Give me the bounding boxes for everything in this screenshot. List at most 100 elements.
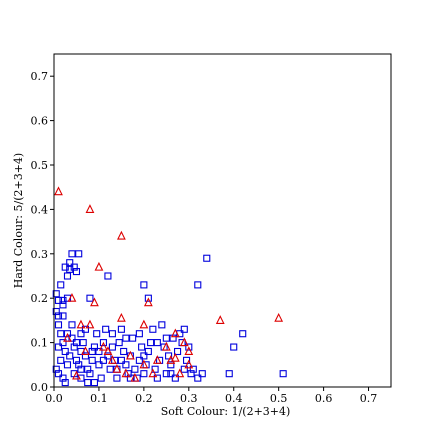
x-axis-label: Soft Colour: 1/(2+3+4) [161,405,291,418]
triangle-marker [108,355,117,364]
square-marker [75,361,83,369]
axis-ticks: 0.0 0.1 0.2 0.3 0.4 0.5 0.6 0.7 0.0 0.1 0.2 0.3 0.4 0… [31,70,378,405]
y-tick-label: 0.0 [31,381,49,394]
y-tick-label: 0.4 [31,203,49,216]
triangle-marker [54,186,63,196]
triangle-marker [175,368,185,378]
square-marker [120,347,128,356]
square-marker [147,339,155,347]
square-marker [52,307,60,316]
square-marker [167,361,175,369]
square-marker [57,281,65,289]
square-marker [113,374,121,382]
square-marker [99,356,107,364]
square-marker [84,365,92,373]
square-marker [183,356,191,364]
square-marker [54,321,63,329]
square-marker [59,312,67,320]
triangle-marker [117,230,126,240]
triangle-marker [130,372,140,382]
data-points [52,186,287,387]
square-marker [239,330,247,338]
square-marker [117,356,125,364]
square-marker [129,334,137,342]
triangle-marker [81,346,90,356]
square-marker [59,339,67,347]
square-marker [180,365,188,373]
square-marker [90,379,98,387]
square-marker [189,365,197,373]
square-marker [84,379,92,387]
x-tick-label: 0.5 [270,392,288,405]
square-marker [174,347,182,356]
square-marker [131,365,139,373]
square-marker [194,374,202,382]
square-marker [88,347,96,356]
square-marker [194,281,202,289]
square-marker [102,325,110,333]
triangle-marker [63,332,72,342]
square-marker [57,330,65,338]
triangle-marker [152,355,162,364]
square-marker [54,343,63,351]
square-marker [135,330,143,338]
square-marker [54,312,63,320]
square-marker [153,339,161,347]
square-marker [57,356,65,364]
square-marker [135,356,143,364]
triangle-marker [90,297,99,307]
square-marker [185,343,193,351]
square-marker [79,339,87,347]
square-marker [122,361,130,369]
triangle-marker [112,364,122,373]
triangle-marker [76,319,86,329]
square-marker [180,325,188,333]
square-marker [66,265,74,273]
square-marker [86,294,94,302]
x-tick-label: 0.6 [315,392,333,405]
y-tick-label: 0.3 [31,248,49,261]
y-tick-label: 0.1 [31,337,49,350]
square-marker [158,321,166,329]
triangle-marker [125,350,135,360]
square-marker [77,330,85,338]
square-marker [72,339,81,347]
square-marker [93,330,101,338]
square-marker [165,352,173,360]
square-marker [61,379,69,387]
square-marker [167,370,175,378]
y-tick-label: 0.2 [31,292,49,305]
square-marker [140,352,148,360]
square-marker [63,272,72,280]
triangle-marker [67,292,77,302]
square-marker [153,374,161,382]
triangle-marker [148,368,158,378]
triangle-marker [274,312,284,322]
square-marker [122,334,130,342]
square-marker [140,370,148,378]
square-marker [104,272,112,280]
square-marker [70,343,78,351]
triangle-marker [94,261,104,271]
triangle-marker [85,204,95,213]
square-marker [52,365,60,373]
square-marker [61,263,69,271]
square-marker [279,370,287,378]
triangle-marker [166,355,176,364]
square-marker [162,334,170,342]
square-marker [63,361,72,369]
triangle-marker [143,297,153,307]
x-tick-label: 0.0 [45,392,63,405]
square-marker [151,365,159,373]
square-marker [99,339,107,347]
square-marker [66,352,74,360]
square-marker [203,254,211,262]
square-marker [225,370,233,378]
square-marker [162,370,170,378]
square-marker [66,259,74,267]
square-marker [54,370,63,378]
square-marker [117,325,125,333]
triangle-marker [179,337,189,347]
y-tick-label: 0.6 [31,115,49,128]
triangle-marker [184,346,194,356]
